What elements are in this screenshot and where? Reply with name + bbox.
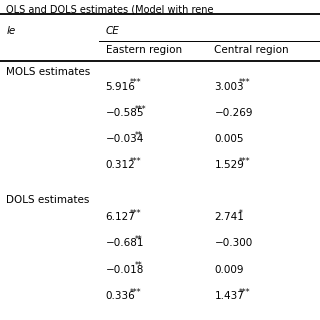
Text: 0.336: 0.336 [106, 291, 135, 301]
Text: ***: *** [130, 209, 141, 218]
Text: le: le [6, 26, 16, 36]
Text: 6.127: 6.127 [106, 212, 135, 222]
Text: DOLS estimates: DOLS estimates [6, 195, 90, 204]
Text: ***: *** [239, 157, 250, 166]
Text: −0.585: −0.585 [106, 108, 144, 118]
Text: ***: *** [239, 78, 250, 87]
Text: −0.018: −0.018 [106, 265, 144, 275]
Text: ***: *** [239, 288, 250, 297]
Text: −0.681: −0.681 [106, 238, 144, 248]
Text: 1.529: 1.529 [214, 160, 244, 170]
Text: −0.269: −0.269 [214, 108, 253, 118]
Text: ***: *** [135, 105, 146, 114]
Text: ***: *** [130, 78, 141, 87]
Text: ***: *** [130, 157, 141, 166]
Text: **: ** [135, 131, 142, 140]
Text: *: * [239, 209, 243, 218]
Text: ***: *** [130, 288, 141, 297]
Text: −0.034: −0.034 [106, 134, 144, 144]
Text: 1.437: 1.437 [214, 291, 244, 301]
Text: 2.741: 2.741 [214, 212, 244, 222]
Text: MOLS estimates: MOLS estimates [6, 67, 91, 77]
Text: Eastern region: Eastern region [106, 45, 182, 55]
Text: **: ** [135, 235, 142, 244]
Text: 5.916: 5.916 [106, 82, 135, 92]
Text: OLS and DOLS estimates (Model with rene: OLS and DOLS estimates (Model with rene [6, 5, 214, 15]
Text: −0.300: −0.300 [214, 238, 253, 248]
Text: 0.005: 0.005 [214, 134, 244, 144]
Text: 0.312: 0.312 [106, 160, 135, 170]
Text: **: ** [135, 261, 142, 270]
Text: 0.009: 0.009 [214, 265, 244, 275]
Text: 3.003: 3.003 [214, 82, 244, 92]
Text: CE: CE [106, 26, 119, 36]
Text: Central region: Central region [214, 45, 289, 55]
